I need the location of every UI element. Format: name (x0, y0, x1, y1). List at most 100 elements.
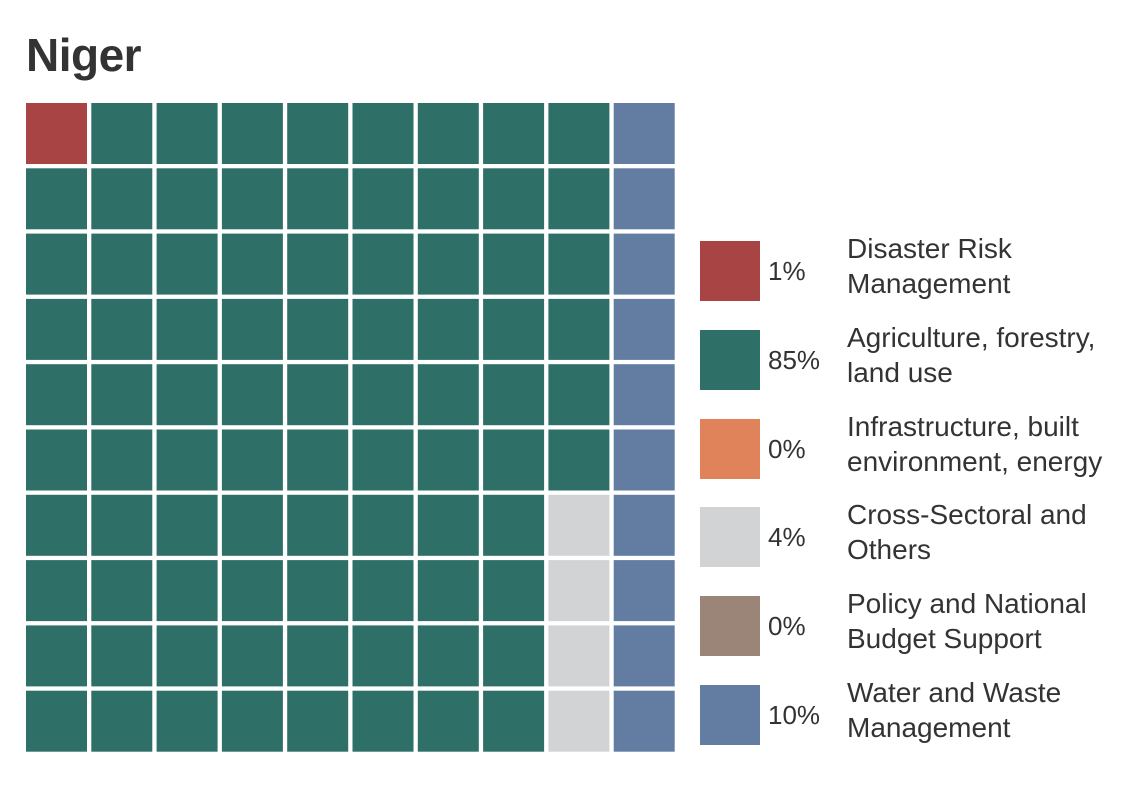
legend-percent: 1% (768, 256, 806, 286)
legend-label-line: Budget Support (847, 623, 1042, 655)
waffle-cell-afolu (352, 494, 414, 556)
legend-label-line: Cross-Sectoral and (847, 499, 1087, 531)
waffle-cell-afolu (91, 429, 153, 491)
legend-label-line: Policy and National (847, 588, 1087, 620)
legend-label: Policy and National Budget Support (847, 586, 1137, 656)
legend-label-line: land use (847, 356, 953, 388)
waffle-cell-afolu (287, 168, 349, 230)
waffle-cell-afolu (483, 233, 545, 295)
waffle-cell-afolu (352, 690, 414, 752)
waffle-cell-afolu (91, 168, 153, 230)
waffle-cell-afolu (548, 103, 610, 164)
legend-label-line: Disaster Risk (847, 233, 1012, 264)
waffle-cell-afolu (287, 494, 349, 556)
waffle-cell-afolu (156, 168, 218, 230)
legend-label-line: Management (847, 268, 1011, 299)
waffle-cell-cross (548, 690, 610, 752)
waffle-cell-afolu (91, 298, 153, 360)
waffle-cell-afolu (91, 690, 153, 752)
waffle-cell-afolu (91, 494, 153, 556)
waffle-cell-afolu (483, 168, 545, 230)
waffle-cell-afolu (26, 690, 87, 752)
waffle-cell-afolu (221, 168, 283, 230)
waffle-cell-afolu (287, 560, 349, 622)
waffle-cell-afolu (548, 233, 610, 295)
waffle-cell-afolu (26, 625, 87, 687)
waffle-cell-afolu (483, 494, 545, 556)
waffle-cell-afolu (287, 625, 349, 687)
waffle-cell-water (613, 364, 675, 426)
waffle-cell-afolu (156, 233, 218, 295)
waffle-cell-afolu (26, 233, 87, 295)
legend-swatch (700, 507, 760, 568)
waffle-cell-afolu (156, 429, 218, 491)
waffle-cell-water (613, 494, 675, 556)
waffle-cell-afolu (417, 364, 479, 426)
waffle-cell-afolu (548, 429, 610, 491)
waffle-cell-water (613, 298, 675, 360)
waffle-cell-afolu (352, 168, 414, 230)
waffle-cell-afolu (156, 298, 218, 360)
waffle-cell-afolu (417, 560, 479, 622)
waffle-cell-water (613, 625, 675, 687)
waffle-cell-afolu (221, 233, 283, 295)
waffle-cell-afolu (483, 429, 545, 491)
waffle-cell-afolu (26, 429, 87, 491)
legend-label-line: Water and Waste (847, 677, 1062, 708)
waffle-cell-afolu (221, 625, 283, 687)
waffle-cell-afolu (483, 625, 545, 687)
waffle-cell-afolu (221, 298, 283, 360)
waffle-cell-water (613, 168, 675, 230)
waffle-cell-afolu (156, 494, 218, 556)
waffle-cell-afolu (417, 298, 479, 360)
chart-title: Niger (26, 29, 142, 81)
legend-label-line: Infrastructure, built (847, 410, 1079, 442)
waffle-cell-afolu (221, 103, 283, 164)
waffle-cell-afolu (352, 298, 414, 360)
waffle-cell-afolu (26, 494, 87, 556)
waffle-cell-afolu (91, 625, 153, 687)
waffle-cell-afolu (221, 560, 283, 622)
legend-swatch (700, 596, 760, 657)
waffle-cell-afolu (483, 103, 545, 164)
waffle-cell-cross (548, 560, 610, 622)
legend-swatch (700, 329, 760, 390)
waffle-cell-afolu (483, 298, 545, 360)
legend-percent: 4% (768, 522, 806, 553)
waffle-cell-afolu (483, 364, 545, 426)
waffle-cell-afolu (352, 625, 414, 687)
waffle-cell-water (613, 690, 675, 752)
waffle-cell-afolu (221, 494, 283, 556)
waffle-cell-afolu (352, 364, 414, 426)
legend-percent: 0% (768, 611, 806, 642)
legend-swatch (700, 685, 760, 745)
legend-label-line: Agriculture, forestry, (847, 321, 1096, 353)
waffle-cell-afolu (287, 364, 349, 426)
waffle-cell-afolu (26, 560, 87, 622)
waffle-cell-afolu (91, 233, 153, 295)
waffle-cell-afolu (221, 690, 283, 752)
legend-swatch (700, 241, 760, 301)
waffle-cell-afolu (287, 103, 349, 164)
legend-percent: 10% (768, 700, 821, 730)
waffle-cell-afolu (26, 364, 87, 426)
waffle-cell-afolu (548, 298, 610, 360)
waffle-cell-afolu (91, 364, 153, 426)
waffle-cell-afolu (156, 560, 218, 622)
waffle-cell-cross (548, 625, 610, 687)
waffle-cell-afolu (417, 103, 479, 164)
waffle-cell-afolu (91, 103, 153, 164)
waffle-cell-afolu (156, 690, 218, 752)
legend-label: Disaster Risk Management (847, 231, 1137, 301)
waffle-cell-afolu (483, 690, 545, 752)
waffle-cell-afolu (548, 168, 610, 230)
legend-label-line: Management (847, 712, 1011, 743)
waffle-cell-afolu (156, 364, 218, 426)
waffle-cell-afolu (417, 690, 479, 752)
waffle-cell-afolu (287, 233, 349, 295)
waffle-cell-afolu (417, 494, 479, 556)
waffle-cell-afolu (221, 364, 283, 426)
waffle-cell-afolu (352, 429, 414, 491)
waffle-cell-afolu (156, 625, 218, 687)
waffle-cell-afolu (221, 429, 283, 491)
